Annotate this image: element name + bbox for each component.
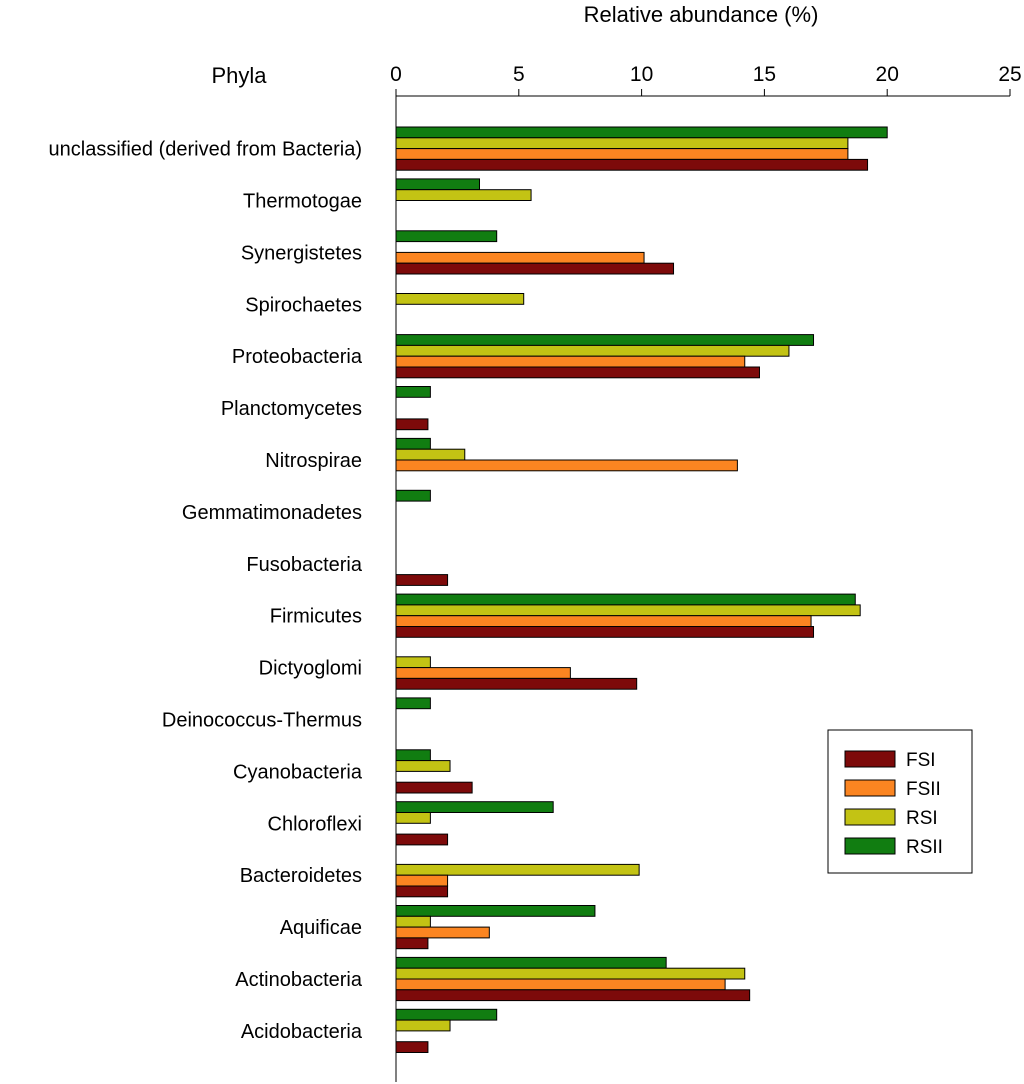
bar-fsii [395,978,726,991]
category-label: Bacteroidetes [240,865,362,887]
category-label: Synergistetes [241,242,362,264]
category-label: Proteobacteria [232,346,363,368]
bar-fsi [395,158,869,171]
bar-rsii [395,749,431,762]
category-label: Deinococcus-Thermus [162,710,362,732]
bar-fsii [395,615,812,628]
bar-rsi [395,344,790,357]
category-label: Gemmatimonadetes [182,502,362,524]
bar-fsii [395,148,849,160]
legend-swatch-rsi [844,808,896,826]
category-label: Planctomycetes [221,398,362,420]
category-label: Fusobacteria [246,554,362,576]
bar-fsi [395,418,429,431]
category-label: Acidobacteria [241,1021,363,1043]
bar-fsi [395,937,429,950]
bars [395,126,888,1053]
bar-rsi [395,967,746,980]
legend: FSI FSII RSI RSII [827,729,973,874]
legend-swatch-fsii [844,779,896,797]
bar-rsii [395,334,815,346]
bar-rsi [395,293,525,305]
category-label: Spirochaetes [245,294,362,316]
x-tick-label: 20 [876,63,899,86]
bar-rsii [395,437,431,450]
x-tick-label: 5 [513,63,525,86]
bar-fsii [395,251,645,264]
bar-fsi [395,833,449,846]
bar-fsii [395,459,738,472]
bar-fsi [395,989,751,1002]
category-label: Firmicutes [270,606,362,628]
bar-rsi [395,137,849,150]
bar-rsii [395,801,554,814]
bar-rsi [395,812,431,824]
bar-rsi [395,604,861,617]
bar-rsi [395,863,640,876]
bar-fsi [395,677,638,690]
bar-fsii [395,667,571,679]
legend-label-rsii: RSII [906,837,943,858]
category-label: Dictyoglomi [259,658,362,680]
bar-rsi [395,760,451,772]
x-tick-label: 15 [753,63,776,86]
bar-rsii [395,386,431,398]
x-tick-label: 10 [630,63,653,86]
bar-fsi [395,262,675,275]
bar-rsi [395,1019,451,1032]
bar-fsi [395,781,473,794]
bar-rsi [395,656,431,669]
bar-rsii [395,178,481,191]
bar-rsi [395,189,532,201]
bar-fsii [395,874,449,887]
bar-fsi [395,1041,429,1053]
x-tick-label: 25 [998,63,1021,86]
bar-rsii [395,126,888,139]
bar-fsi [395,366,760,379]
bar-fsi [395,626,815,638]
legend-label-fsii: FSII [906,779,941,800]
bar-fsii [395,355,746,368]
category-label: Aquificae [280,917,362,939]
category-label: Thermotogae [243,191,362,213]
category-label: Cyanobacteria [233,761,363,783]
bar-rsii [395,905,596,917]
category-label: Nitrospirae [265,450,362,472]
bar-rsii [395,956,667,969]
category-label: Chloroflexi [268,813,362,835]
category-label: Actinobacteria [235,969,363,991]
bar-fsii [395,926,490,939]
legend-label-fsi: FSI [906,750,936,771]
category-labels: unclassified (derived from Bacteria) Ther… [49,139,363,1043]
bar-fsi [395,574,449,586]
bar-rsii [395,1008,498,1021]
x-axis-label: Relative abundance (%) [584,2,819,27]
bar-rsii [395,697,431,710]
bar-rsii [395,230,498,243]
legend-swatch-rsii [844,837,896,855]
category-label: unclassified (derived from Bacteria) [49,139,362,161]
bar-fsi [395,885,449,898]
y-axis-label: Phyla [211,63,267,88]
bar-rsii [395,489,431,502]
bar-rsi [395,915,431,928]
legend-swatch-fsi [844,750,896,768]
legend-label-rsi: RSI [906,808,938,829]
bar-rsii [395,593,856,606]
bar-rsi [395,448,466,461]
x-tick-label: 0 [390,63,402,86]
